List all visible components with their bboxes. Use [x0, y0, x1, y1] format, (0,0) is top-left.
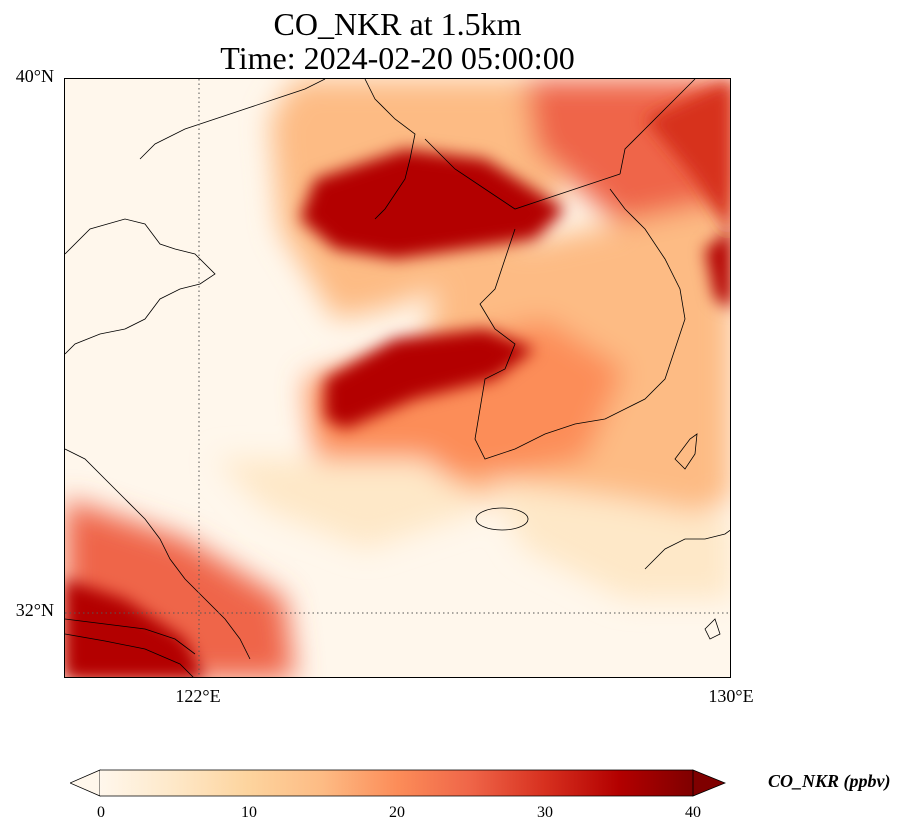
concentration-field-core	[65, 79, 730, 677]
map-title-line2: Time: 2024-02-20 05:00:00	[220, 40, 575, 76]
plume-northeast	[525, 79, 730, 406]
coastlines	[65, 79, 730, 677]
gridlines	[65, 79, 730, 677]
colorbar-tick-30: 30	[537, 804, 553, 821]
colorbar-tick-40: 40	[685, 804, 701, 821]
colorbar-label: CO_NKR (ppbv)	[768, 771, 891, 791]
plume-east-edge	[705, 230, 730, 308]
map-panel	[64, 78, 731, 678]
plume-south-faint	[215, 459, 485, 549]
colorbar-tick-0: 0	[97, 804, 105, 821]
concentration-map	[65, 79, 730, 677]
lat-label-40n: 40°N	[15, 66, 54, 86]
lon-label-122e: 122°E	[175, 686, 221, 706]
colorbar-gradient	[100, 770, 693, 796]
coastline-china-south	[65, 448, 251, 660]
plume-north-core	[300, 149, 565, 259]
colorbar-extend-max	[692, 769, 726, 797]
coastline-liaodong	[364, 79, 416, 220]
coastline-yangtze-south	[65, 633, 194, 677]
colorbar-tick-20: 20	[389, 804, 405, 821]
coastline-northeast	[619, 79, 696, 175]
coastline-korean-peninsula	[474, 188, 686, 460]
small-island-se	[704, 618, 721, 640]
map-title-line1: CO_NKR at 1.5km	[273, 6, 522, 42]
lat-label-32n: 32°N	[15, 600, 54, 620]
colorbar-extend-min	[70, 769, 101, 797]
coastline-shandong	[65, 218, 216, 355]
colorbar	[70, 769, 726, 797]
lon-label-130e: 130°E	[708, 686, 754, 706]
coastline-bohai-west	[139, 79, 326, 160]
plume-northeast-core	[645, 79, 730, 236]
colorbar-outline	[100, 769, 693, 797]
jeju-island	[475, 507, 529, 531]
plume-central-core	[325, 329, 535, 429]
coastline-yangtze-north	[65, 618, 196, 655]
coastline-north-korea-west	[424, 138, 621, 210]
plume-east-faint	[485, 479, 730, 599]
tsushima-island	[674, 433, 698, 470]
colorbar-tick-10: 10	[241, 804, 257, 821]
coastline-kyushu	[644, 529, 730, 570]
